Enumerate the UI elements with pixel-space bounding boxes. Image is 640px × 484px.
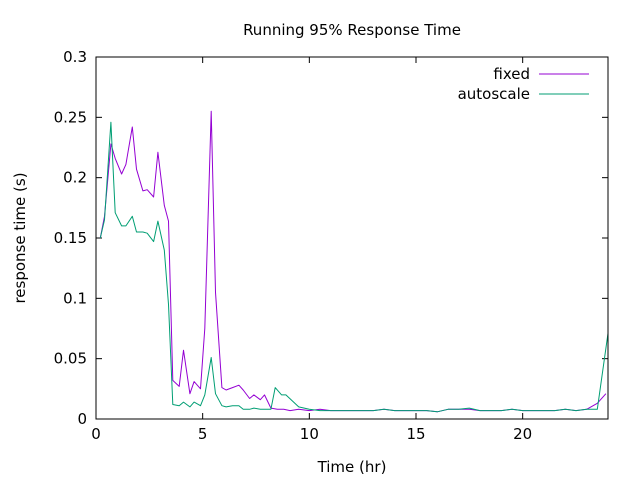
y-tick-label: 0.15 (54, 229, 87, 247)
y-tick-label: 0.3 (63, 48, 87, 66)
x-tick-label: 10 (300, 425, 319, 443)
series-lines (99, 110, 609, 413)
y-tick-label: 0.05 (54, 350, 87, 368)
series-line-fixed (99, 110, 607, 413)
legend: fixed autoscale (458, 65, 589, 103)
y-axis-label: response time (s) (11, 172, 29, 303)
x-tick-label: 0 (91, 425, 101, 443)
legend-label-autoscale: autoscale (458, 85, 530, 103)
axis-ticks: 0 5 10 15 20 0 0.05 0.1 0.15 0.2 0.25 0.3 (54, 48, 608, 443)
chart-title: Running 95% Response Time (243, 21, 461, 39)
x-axis-label: Time (hr) (317, 458, 387, 476)
x-tick-label: 20 (513, 425, 532, 443)
legend-label-fixed: fixed (493, 65, 530, 83)
y-tick-label: 0.2 (63, 169, 87, 187)
plot-area-frame (95, 56, 609, 420)
x-tick-label: 5 (198, 425, 208, 443)
y-tick-label: 0.1 (63, 289, 87, 307)
y-tick-label: 0.25 (54, 108, 87, 126)
x-tick-label: 15 (406, 425, 425, 443)
series-line-autoscale (99, 121, 609, 413)
y-tick-label: 0 (77, 410, 87, 428)
